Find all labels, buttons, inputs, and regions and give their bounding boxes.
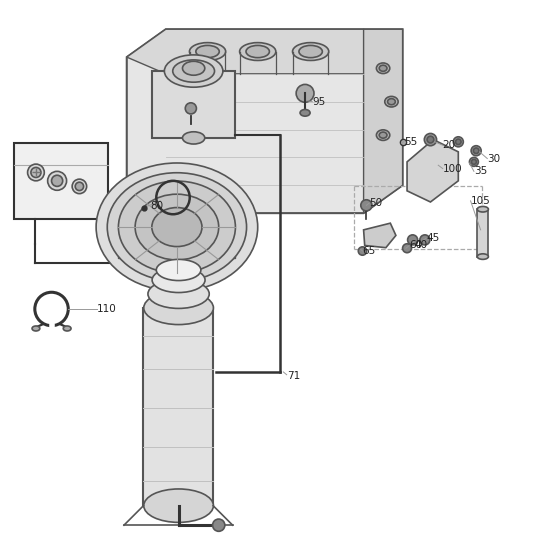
Polygon shape bbox=[127, 29, 403, 213]
Ellipse shape bbox=[196, 45, 220, 58]
Text: 55: 55 bbox=[404, 137, 417, 147]
Ellipse shape bbox=[379, 132, 387, 138]
Text: 100: 100 bbox=[443, 164, 463, 174]
Ellipse shape bbox=[183, 132, 205, 144]
Ellipse shape bbox=[296, 85, 314, 102]
Ellipse shape bbox=[213, 519, 225, 531]
Ellipse shape bbox=[240, 43, 276, 60]
Text: 60: 60 bbox=[409, 240, 422, 250]
Text: 20: 20 bbox=[443, 140, 456, 150]
Ellipse shape bbox=[152, 208, 202, 246]
Ellipse shape bbox=[165, 55, 223, 87]
Ellipse shape bbox=[477, 207, 488, 212]
Bar bbox=[143, 308, 213, 506]
Ellipse shape bbox=[48, 171, 67, 190]
Ellipse shape bbox=[32, 326, 40, 331]
Ellipse shape bbox=[144, 489, 213, 522]
Ellipse shape bbox=[108, 172, 246, 281]
Ellipse shape bbox=[189, 43, 226, 60]
Ellipse shape bbox=[156, 259, 201, 281]
Text: 95: 95 bbox=[312, 97, 325, 107]
Ellipse shape bbox=[172, 60, 214, 82]
Text: 45: 45 bbox=[426, 233, 439, 243]
Ellipse shape bbox=[183, 61, 205, 75]
Ellipse shape bbox=[96, 163, 258, 291]
Ellipse shape bbox=[379, 65, 387, 71]
Polygon shape bbox=[407, 139, 458, 202]
Polygon shape bbox=[152, 71, 235, 138]
Text: 40: 40 bbox=[415, 240, 428, 250]
Text: 30: 30 bbox=[487, 153, 501, 164]
Bar bbox=[477, 209, 488, 256]
Ellipse shape bbox=[72, 179, 87, 194]
Ellipse shape bbox=[469, 157, 478, 166]
Ellipse shape bbox=[472, 160, 477, 164]
Ellipse shape bbox=[473, 148, 479, 153]
Text: 110: 110 bbox=[97, 304, 117, 314]
Ellipse shape bbox=[300, 110, 310, 116]
Bar bbox=[118, 244, 235, 258]
Ellipse shape bbox=[388, 99, 395, 105]
Text: 71: 71 bbox=[287, 371, 300, 381]
Ellipse shape bbox=[408, 235, 418, 245]
Ellipse shape bbox=[75, 182, 83, 190]
Text: 35: 35 bbox=[474, 166, 487, 176]
Ellipse shape bbox=[27, 164, 44, 181]
Ellipse shape bbox=[424, 133, 437, 146]
Ellipse shape bbox=[453, 137, 463, 147]
Ellipse shape bbox=[403, 244, 412, 253]
Polygon shape bbox=[363, 29, 403, 213]
Ellipse shape bbox=[135, 194, 219, 260]
Ellipse shape bbox=[144, 291, 213, 325]
Ellipse shape bbox=[420, 235, 430, 245]
Polygon shape bbox=[363, 223, 396, 248]
Ellipse shape bbox=[63, 326, 71, 331]
Ellipse shape bbox=[185, 103, 197, 114]
Ellipse shape bbox=[471, 146, 481, 156]
Ellipse shape bbox=[361, 200, 372, 211]
Ellipse shape bbox=[376, 130, 390, 141]
Ellipse shape bbox=[477, 254, 488, 259]
Ellipse shape bbox=[148, 279, 209, 309]
Text: 50: 50 bbox=[369, 198, 382, 208]
Ellipse shape bbox=[427, 136, 434, 143]
Ellipse shape bbox=[299, 45, 323, 58]
Ellipse shape bbox=[455, 139, 461, 144]
Text: 105: 105 bbox=[470, 196, 491, 206]
Ellipse shape bbox=[31, 167, 41, 178]
Ellipse shape bbox=[118, 181, 235, 273]
Bar bbox=[13, 143, 109, 219]
Ellipse shape bbox=[152, 268, 205, 292]
Ellipse shape bbox=[292, 43, 329, 60]
Ellipse shape bbox=[385, 96, 398, 107]
Polygon shape bbox=[127, 29, 403, 74]
Text: 80: 80 bbox=[151, 202, 164, 212]
Ellipse shape bbox=[52, 175, 63, 186]
Ellipse shape bbox=[246, 45, 269, 58]
Ellipse shape bbox=[358, 247, 367, 255]
Text: 65: 65 bbox=[362, 246, 376, 256]
Ellipse shape bbox=[376, 63, 390, 73]
